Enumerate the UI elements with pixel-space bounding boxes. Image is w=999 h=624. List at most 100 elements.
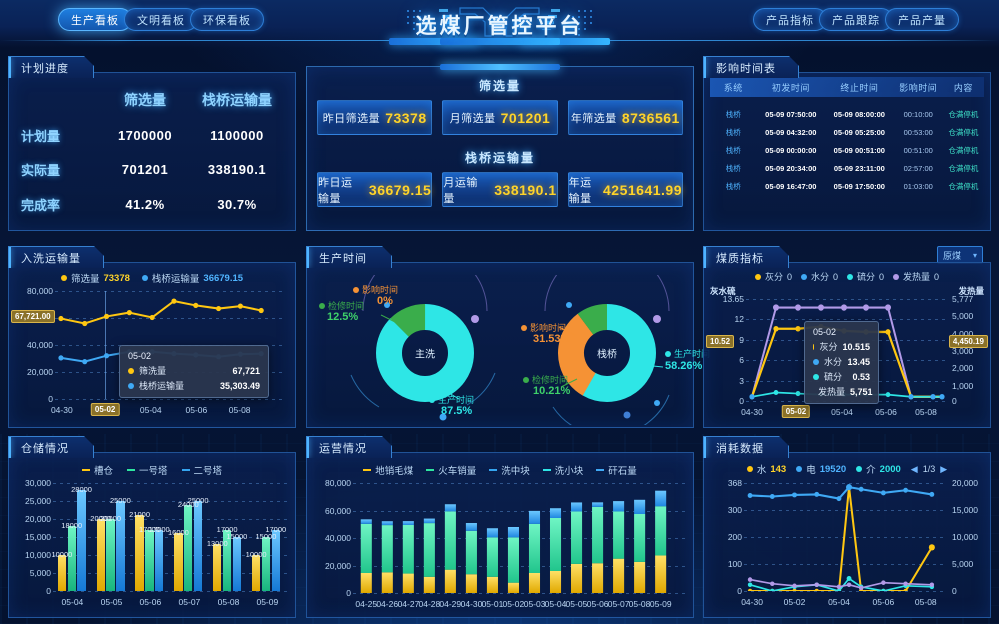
wash-tooltip: 05-02 筛洗量 67,721 栈桥运输量 35,303.49 — [119, 345, 269, 398]
influence-cell-content: 仓满停机 — [948, 127, 979, 137]
legend-label-tower1: 一号塔 — [138, 466, 168, 477]
table-row[interactable]: 栈桥 05-09 20:34:00 05-09 23:11:00 02:57:0… — [710, 159, 984, 177]
consumption-legend: 水 143 电 19520 介 2000 ◀ 1/3 ▶ — [704, 462, 990, 476]
legend-dot-icon — [796, 466, 803, 472]
table-row[interactable]: 栈桥 05-09 07:50:00 05-09 08:00:00 00:10:0… — [710, 105, 984, 123]
kpi-card-month-screening[interactable]: 月筛选量 701201 — [442, 100, 558, 135]
nav-button-product-output[interactable]: 产品产量 — [885, 8, 959, 31]
storage-xtick: 05-04 — [61, 597, 84, 607]
legend-dot-icon — [429, 397, 435, 403]
wash-xtick: 05-08 — [228, 405, 251, 415]
quality-ytick-right: 5,777 — [952, 294, 974, 304]
kpi-card-month-transport[interactable]: 月运输量 338190.1 — [442, 172, 558, 207]
table-row[interactable]: 栈桥 05-09 00:00:00 05-09 00:51:00 00:51:0… — [710, 141, 984, 159]
prev-page-icon[interactable]: ◀ — [910, 463, 918, 474]
legend-dot-icon — [521, 325, 527, 331]
operation-xtick: 05-04 — [544, 599, 567, 609]
legend-item-trestle[interactable]: 栈桥运输量 36679.15 — [141, 271, 244, 285]
donut-label-production-trestle: 生产时间 — [665, 347, 710, 360]
kpi-card-year-transport[interactable]: 年运输量 4251641.99 — [567, 172, 683, 207]
gridline — [746, 319, 946, 321]
legend-item-tower2[interactable]: 二号塔 — [181, 463, 223, 477]
legend-item-local-raw-coal[interactable]: 地销毛煤 — [363, 463, 413, 477]
legend-item-train-sales[interactable]: 火车销量 — [426, 463, 476, 477]
legend-item-electricity[interactable]: 电 19520 — [796, 462, 846, 476]
bar-label: 20000 — [100, 514, 121, 524]
operation-xtick: 04-30 — [460, 599, 483, 609]
influence-cell-end: 05-09 08:00:00 — [833, 109, 885, 119]
operation-ytick: 20,000 — [325, 560, 351, 571]
influence-cell-duration: 00:53:00 — [903, 127, 933, 137]
storage-ytick: 15,000 — [25, 532, 51, 542]
nav-button-environment-board[interactable]: 环保看板 — [190, 8, 264, 31]
consumption-pager[interactable]: ◀ 1/3 ▶ — [911, 464, 947, 475]
bar-label: 21000 — [129, 510, 151, 519]
nav-button-civilization-board[interactable]: 文明看板 — [124, 8, 198, 31]
influence-cell-start: 05-09 00:00:00 — [765, 145, 817, 155]
tooltip-value: 35,303.49 — [219, 380, 260, 391]
kpi-card-year-screening[interactable]: 年筛选量 8736561 — [567, 100, 683, 135]
gridline — [353, 483, 685, 484]
bar — [193, 501, 203, 591]
legend-label-tower2: 二号塔 — [193, 466, 223, 477]
influence-cell-duration: 01:03:00 — [903, 181, 933, 191]
legend-item-gangue[interactable]: 矸石量 — [596, 463, 637, 477]
gridline — [53, 591, 287, 592]
consumption-xtick: 05-06 — [872, 597, 895, 607]
tooltip-value: 5,751 — [850, 386, 873, 397]
next-page-icon[interactable]: ▶ — [940, 463, 948, 474]
kpi-card-yesterday-transport[interactable]: 昨日运输量 36679.15 — [317, 172, 433, 207]
legend-item-sulfur[interactable]: 硫分 0 — [847, 270, 884, 283]
legend-item-ash[interactable]: 灰分 0 — [754, 270, 792, 283]
bar — [135, 515, 144, 591]
legend-value-calorific: 0 — [934, 271, 940, 282]
bar — [232, 537, 242, 591]
legend-item-silo[interactable]: 槽仓 — [81, 463, 113, 477]
bar — [222, 529, 232, 591]
influence-cell-system: 栈桥 — [725, 145, 741, 155]
legend-item-washed-medium[interactable]: 洗中块 — [489, 463, 530, 477]
plan-header-trestle: 栈桥运输量 — [202, 92, 272, 109]
table-row[interactable]: 栈桥 05-09 04:32:00 05-09 05:25:00 00:53:0… — [710, 123, 984, 141]
legend-label-train-sales: 火车销量 — [438, 466, 477, 477]
legend-item-tower1[interactable]: 一号塔 — [126, 463, 168, 477]
operation-plot-area — [353, 483, 685, 594]
storage-xtick: 05-07 — [178, 597, 201, 607]
table-row[interactable]: 栈桥 05-09 16:47:00 05-09 17:50:00 01:03:0… — [710, 177, 984, 195]
nav-button-product-index[interactable]: 产品指标 — [753, 8, 827, 31]
legend-item-screening[interactable]: 筛选量 73378 — [60, 271, 130, 285]
storage-xtick: 05-06 — [139, 597, 162, 607]
donut-chart-trestle — [544, 275, 670, 425]
consumption-plot-area — [744, 483, 946, 592]
tooltip-title: 05-02 — [128, 351, 152, 361]
gridline — [53, 483, 287, 484]
legend-item-washed-small[interactable]: 洗小块 — [542, 463, 583, 477]
kpi-card-yesterday-screening[interactable]: 昨日筛选量 73378 — [317, 100, 433, 135]
tooltip-dot-icon — [813, 373, 819, 380]
quality-ytick-left: 6 — [739, 355, 744, 366]
legend-item-calorific[interactable]: 发热量 0 — [893, 270, 939, 283]
panel-title-wash-transport: 入洗运输量 — [8, 246, 104, 268]
panel-storage: 仓储情况 槽仓 一号塔 二号塔 — [8, 436, 296, 618]
plan-actual-trestle: 338190.1 — [207, 162, 267, 178]
tooltip-dot-icon — [813, 358, 819, 365]
legend-item-medium[interactable]: 介 2000 — [856, 462, 901, 476]
legend-item-moisture[interactable]: 水分 0 — [800, 270, 838, 283]
influence-cell-start: 05-09 16:47:00 — [765, 181, 817, 191]
plan-row-label-completion: 完成率 — [21, 198, 61, 214]
tooltip-name: 筛洗量 — [139, 366, 167, 376]
consumption-ytick-right: 20,000 — [952, 478, 978, 488]
gridline — [744, 510, 946, 511]
quality-ytick-left: 9 — [739, 334, 744, 345]
influence-cell-content: 仓满停机 — [948, 109, 979, 119]
legend-value-sulfur: 0 — [879, 271, 885, 282]
legend-item-water[interactable]: 水 143 — [746, 462, 786, 476]
legend-value-trestle: 36679.15 — [203, 272, 244, 284]
wash-hover-line — [105, 291, 107, 399]
gridline — [55, 399, 283, 400]
nav-button-production-board[interactable]: 生产看板 — [58, 8, 132, 31]
bar-label: 17000 — [148, 525, 170, 535]
tooltip-dot-icon — [128, 367, 134, 374]
nav-button-product-tracking[interactable]: 产品跟踪 — [819, 8, 893, 31]
bar — [213, 544, 222, 591]
